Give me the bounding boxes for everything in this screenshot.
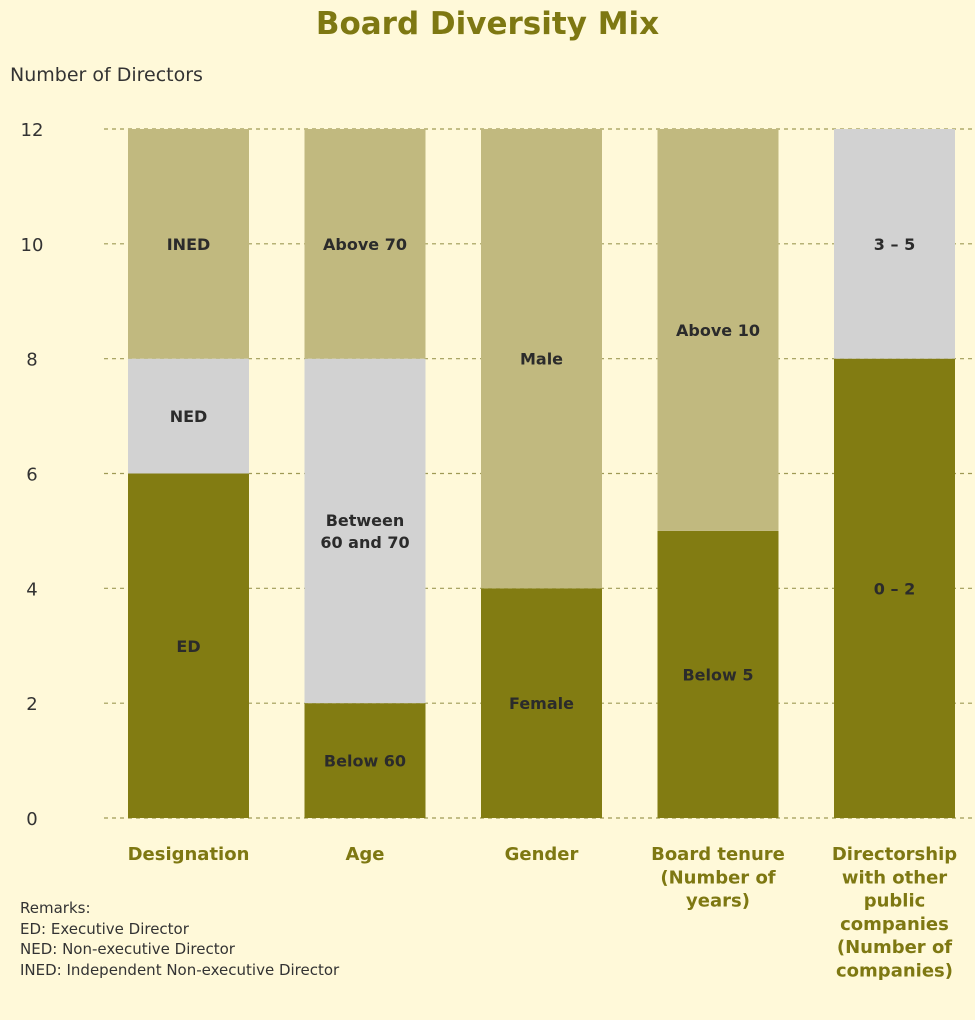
segment-label-0-1: NED	[170, 407, 208, 426]
y-tick-label-6: 6	[26, 465, 37, 486]
segment-label-3-0: Below 5	[682, 665, 753, 684]
bar-segment-1-2	[304, 129, 426, 359]
segment-label-3-1: Above 10	[676, 321, 760, 340]
bar-segment-4-0	[834, 358, 955, 818]
segment-label-2-0: Female	[509, 694, 574, 713]
remarks: Remarks: ED: Executive Director NED: Non…	[20, 898, 339, 980]
bar-segment-0-1	[128, 358, 249, 474]
remark-ned: NED: Non-executive Director	[20, 940, 235, 958]
y-tick-label-0: 0	[26, 809, 37, 830]
segment-label-4-1: 3 – 5	[874, 235, 915, 254]
x-category-label-3: Board tenure (Number of years)	[651, 844, 785, 912]
segment-label-2-1: Male	[520, 350, 563, 369]
chart-title: Board Diversity Mix	[315, 6, 660, 42]
bar-segment-1-0	[304, 703, 426, 818]
y-axis-title: Number of Directors	[10, 64, 203, 86]
x-category-label-1: Age	[345, 844, 384, 865]
segment-label-1-1: Between 60 and 70	[320, 511, 409, 552]
bar-segment-3-0	[657, 530, 779, 818]
segment-label-0-2: INED	[167, 235, 211, 254]
bar-segment-2-1	[481, 129, 602, 589]
bar-segment-0-0	[128, 473, 249, 818]
remarks-heading: Remarks:	[20, 899, 91, 917]
bar-segment-0-2	[128, 129, 249, 359]
y-tick-label-4: 4	[26, 579, 37, 600]
segment-label-4-0: 0 – 2	[874, 579, 915, 598]
segment-label-1-2: Above 70	[323, 235, 407, 254]
remark-ined: INED: Independent Non-executive Director	[20, 960, 340, 979]
segment-label-0-0: ED	[176, 637, 200, 656]
bar-segment-1-1	[304, 358, 426, 704]
bar-segment-3-1	[657, 129, 779, 531]
segment-label-1-0: Below 60	[324, 752, 406, 771]
bar-segment-4-1	[834, 129, 955, 359]
y-tick-label-8: 8	[26, 350, 37, 371]
y-tick-label-10: 10	[21, 235, 44, 256]
x-category-label-2: Gender	[505, 844, 579, 865]
bar-segment-2-0	[481, 588, 602, 818]
y-tick-label-12: 12	[21, 120, 44, 141]
x-category-label-0: Designation	[128, 844, 250, 865]
remark-ed: ED: Executive Director	[20, 919, 189, 938]
x-category-label-4: Directorship with other public companies (Nu…	[832, 844, 957, 982]
y-tick-label-2: 2	[26, 694, 37, 715]
